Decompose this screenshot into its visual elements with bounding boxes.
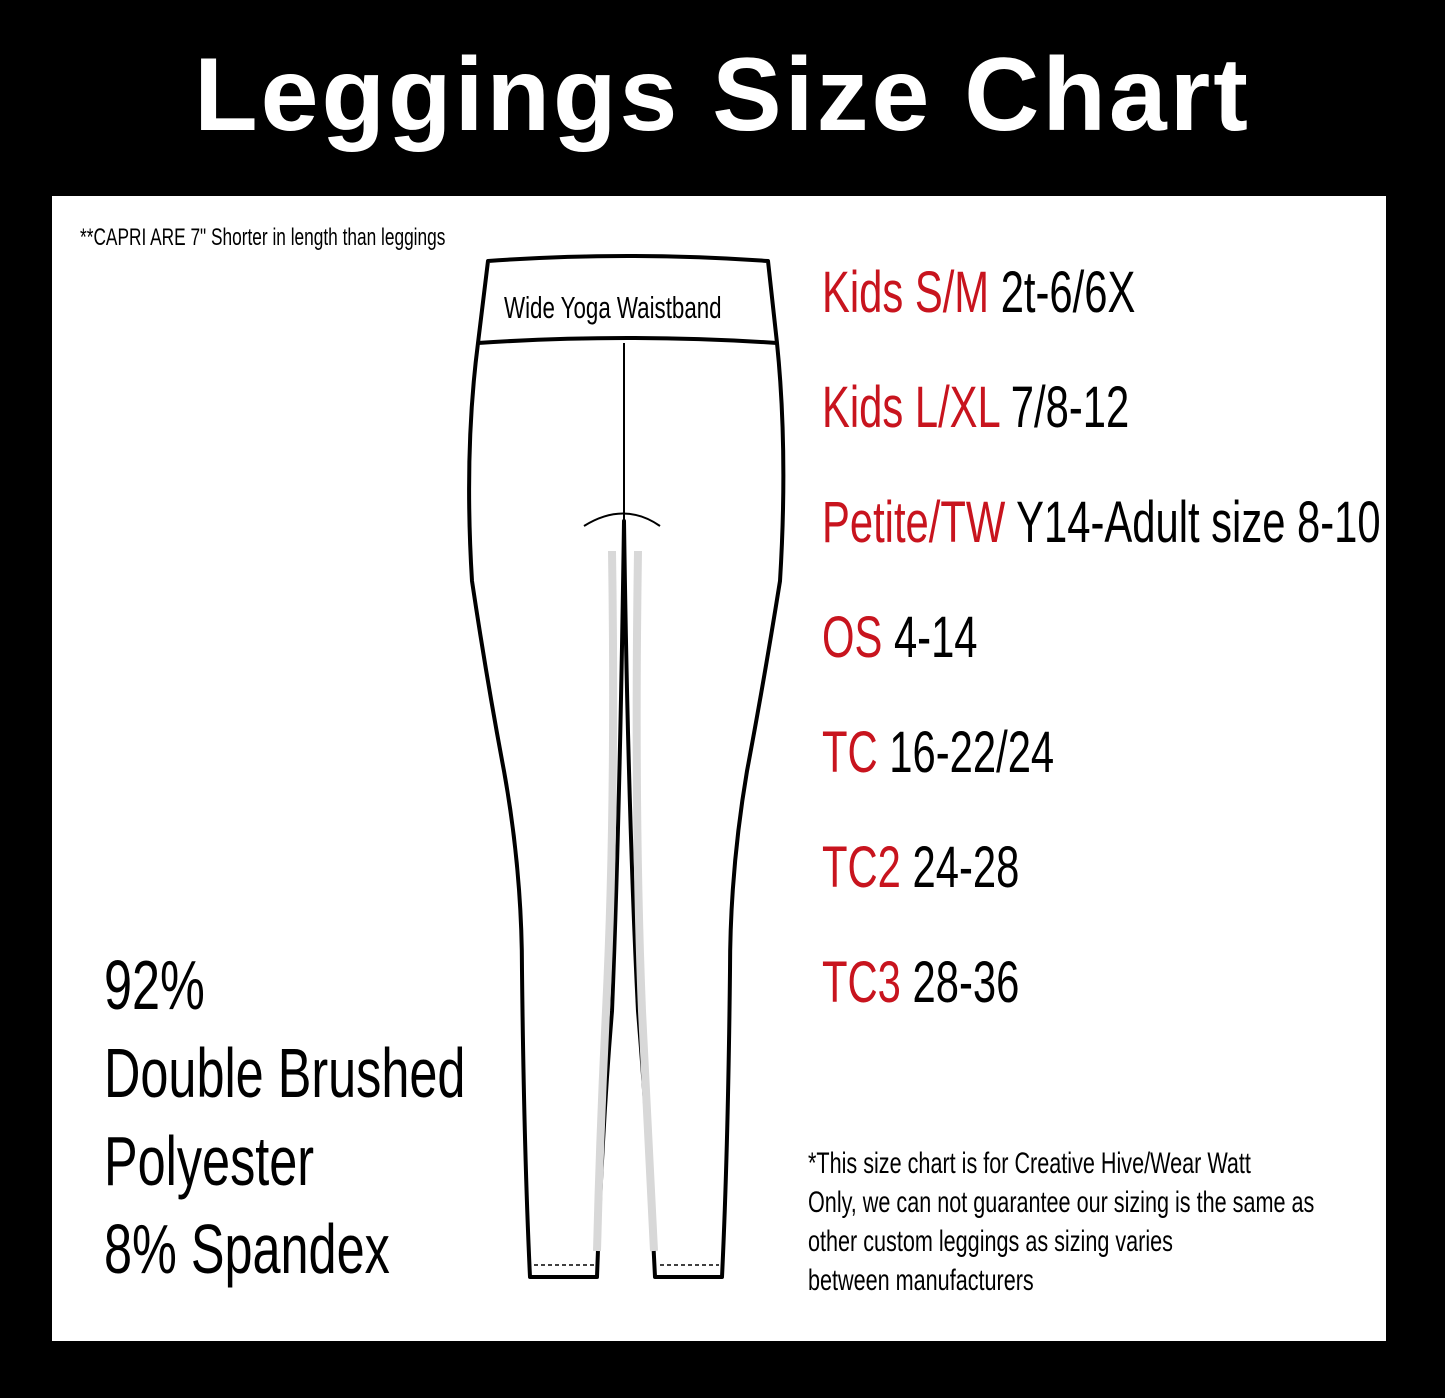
disclaimer-line: other custom leggings as sizing varies [808,1225,1173,1258]
waistband-label-text: Wide Yoga Waistband [504,290,722,325]
disclaimer-line: Only, we can not guarantee our sizing is… [808,1186,1315,1219]
fabric-line: Double Brushed [104,1034,466,1112]
size-label: OS [822,605,883,670]
size-row: TC2 24-28 [822,833,1096,903]
crotch-curve [583,512,661,527]
size-range: 2t-6/6X [1000,260,1136,325]
fabric-line: Polyester [104,1122,315,1200]
size-row: TC 16-22/24 [822,718,1144,788]
size-row: Kids L/XL 7/8-12 [822,373,1249,443]
size-chart-panel: **CAPRI ARE 7" Shorter in length than le… [52,196,1386,1341]
disclaimer-line: between manufacturers [808,1264,1034,1297]
size-row: Petite/TW Y14-Adult size 8-10 [822,488,1445,558]
size-label: Kids S/M [822,260,990,325]
fabric-composition: 92% Double Brushed Polyester 8% Spandex [104,941,606,1293]
size-label: TC2 [822,835,901,900]
capri-note: **CAPRI ARE 7" Shorter in length than le… [80,224,587,252]
disclaimer-line: *This size chart is for Creative Hive/We… [808,1147,1251,1180]
size-range: 24-28 [912,835,1020,900]
waistband-label: Wide Yoga Waistband [504,290,806,326]
size-row: OS 4-14 [822,603,1038,673]
inner-leg-shade-right [632,550,658,1252]
fabric-line: 8% Spandex [104,1210,390,1288]
size-label: Kids L/XL [822,375,1000,440]
size-label: TC [822,720,878,785]
size-range: 4-14 [893,605,978,670]
fabric-line: 92% [104,946,205,1024]
page-title: Leggings Size Chart [194,37,1251,153]
size-label: TC3 [822,950,901,1015]
leggings-illustration [467,254,786,1279]
size-label: Petite/TW [822,490,1006,555]
waistband-outline [476,254,779,345]
size-range: 16-22/24 [889,720,1055,785]
inner-leg-shade-left [593,550,618,1252]
size-row: Kids S/M 2t-6/6X [822,258,1257,328]
disclaimer: *This size chart is for Creative Hive/We… [808,1144,1445,1300]
capri-note-text: **CAPRI ARE 7" Shorter in length than le… [80,224,446,251]
size-range: Y14-Adult size 8-10 [1016,490,1381,555]
size-range: 28-36 [912,950,1020,1015]
size-row: TC3 28-36 [822,948,1096,1018]
size-range: 7/8-12 [1010,375,1130,440]
